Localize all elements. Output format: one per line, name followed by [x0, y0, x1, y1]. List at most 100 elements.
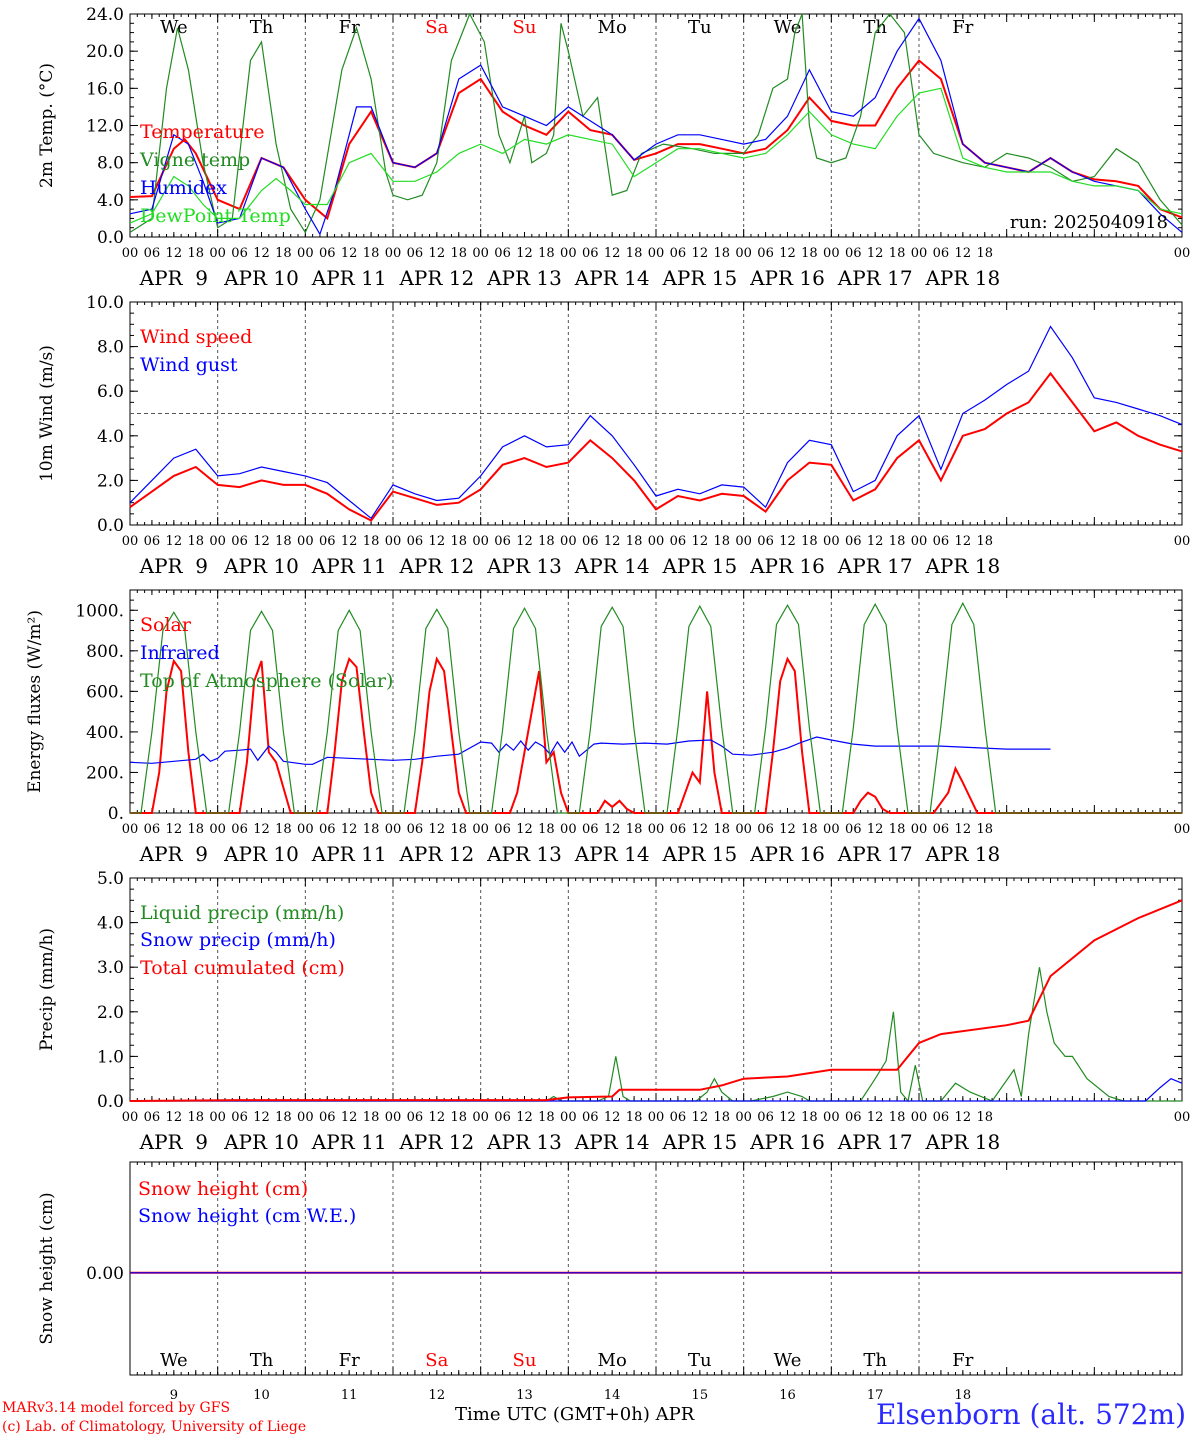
- hour-tick-label: 00: [911, 534, 928, 549]
- hour-tick-label: 06: [231, 1110, 248, 1125]
- hour-tick-label: 00: [209, 246, 226, 261]
- hour-tick-label: 00: [1174, 1110, 1191, 1125]
- hour-tick-label: 12: [516, 246, 533, 261]
- y-tick-label: 8.0: [97, 338, 124, 358]
- hour-tick-label: 18: [363, 534, 380, 549]
- hour-tick-label: 06: [670, 246, 687, 261]
- series-line-infrared: [129, 736, 1051, 765]
- hour-tick-label: 12: [516, 1110, 533, 1125]
- y-tick-label: 2.0: [97, 1003, 124, 1023]
- hour-tick-label: 00: [1174, 246, 1191, 261]
- date-label: APR 14: [574, 842, 650, 866]
- hour-tick-label: 00: [560, 1110, 577, 1125]
- date-label: APR 16: [749, 266, 825, 290]
- y-tick-label: 6.0: [97, 382, 124, 402]
- hour-tick-label: 00: [297, 1110, 314, 1125]
- hour-tick-label: 12: [867, 1110, 884, 1125]
- hour-tick-label: 18: [713, 246, 730, 261]
- date-label: APR 16: [749, 842, 825, 866]
- weekday-label: We: [160, 1350, 188, 1371]
- hour-tick-label: 00: [823, 246, 840, 261]
- hour-tick-label: 18: [889, 822, 906, 837]
- plot-frame-0: [129, 13, 1183, 238]
- hour-tick-label: 00: [648, 534, 665, 549]
- hour-tick-label: 18: [713, 534, 730, 549]
- station-name: Elsenborn (alt. 572m): [875, 1398, 1186, 1431]
- hour-tick-label: 00: [560, 822, 577, 837]
- y-tick-label: 0.: [108, 804, 124, 824]
- hour-tick-label: 06: [757, 534, 774, 549]
- y-axis-title: Snow height (cm): [37, 1192, 57, 1344]
- hour-tick-label: 00: [560, 246, 577, 261]
- hour-tick-label: 18: [889, 246, 906, 261]
- hour-tick-label: 12: [516, 534, 533, 549]
- hour-tick-label: 12: [516, 822, 533, 837]
- hour-tick-label: 06: [407, 534, 424, 549]
- hour-tick-label: 12: [253, 534, 270, 549]
- hour-tick-label: 18: [363, 822, 380, 837]
- hour-tick-label: 06: [845, 822, 862, 837]
- hour-tick-label: 06: [757, 246, 774, 261]
- y-axis-title: 10m Wind (m/s): [37, 345, 57, 482]
- date-label: APR 10: [223, 266, 299, 290]
- hour-tick-label: 06: [757, 822, 774, 837]
- series-line-snow-precip-mm-h: [130, 1078, 1183, 1102]
- hour-tick-label: 18: [187, 1110, 204, 1125]
- y-tick-label: 200.: [86, 763, 124, 783]
- day-number-label: 16: [779, 1388, 796, 1403]
- plot-frame-2: [129, 589, 1183, 814]
- hour-tick-label: 06: [144, 534, 161, 549]
- date-label: APR 11: [311, 1130, 387, 1154]
- hour-tick-label: 18: [275, 1110, 292, 1125]
- day-number-label: 18: [955, 1388, 972, 1403]
- hour-tick-label: 12: [692, 534, 709, 549]
- hour-tick-label: 00: [209, 1110, 226, 1125]
- y-axis-title: Energy fluxes (W/m²): [25, 610, 45, 793]
- weekday-label: Tu: [688, 1350, 712, 1371]
- weekday-label: Fr: [339, 1350, 360, 1371]
- hour-tick-label: 06: [670, 534, 687, 549]
- hour-tick-label: 12: [253, 1110, 270, 1125]
- hour-tick-label: 12: [779, 246, 796, 261]
- hour-tick-label: 06: [582, 534, 599, 549]
- hour-tick-label: 00: [122, 246, 139, 261]
- y-tick-label: 8.0: [97, 154, 124, 174]
- legend-entry: Vigne temp: [139, 149, 250, 171]
- hour-tick-label: 00: [823, 822, 840, 837]
- hour-tick-label: 18: [713, 1110, 730, 1125]
- y-tick-label: 600.: [86, 682, 124, 702]
- weekday-label: Sa: [425, 1350, 448, 1371]
- hour-tick-label: 18: [187, 534, 204, 549]
- hour-tick-label: 12: [955, 534, 972, 549]
- hour-tick-label: 06: [407, 1110, 424, 1125]
- hour-tick-label: 00: [385, 534, 402, 549]
- hour-tick-label: 18: [976, 246, 993, 261]
- date-label: APR 17: [837, 554, 913, 578]
- day-number-label: 10: [253, 1388, 270, 1403]
- series-line-top-of-atmosphere-solar: [130, 601, 1182, 814]
- hour-tick-label: 18: [976, 534, 993, 549]
- hour-tick-label: 12: [779, 534, 796, 549]
- y-tick-label: 1.0: [97, 1047, 124, 1067]
- hour-tick-label: 06: [845, 1110, 862, 1125]
- run-annotation: run: 2025040918: [1010, 212, 1168, 233]
- hour-tick-label: 12: [779, 1110, 796, 1125]
- weekday-label: Th: [250, 17, 274, 38]
- hour-tick-label: 18: [626, 1110, 643, 1125]
- weekday-label: Fr: [952, 1350, 973, 1371]
- hour-tick-label: 06: [144, 1110, 161, 1125]
- hour-tick-label: 00: [297, 534, 314, 549]
- hour-tick-label: 18: [538, 1110, 555, 1125]
- hour-tick-label: 12: [166, 246, 183, 261]
- hour-tick-label: 06: [319, 1110, 336, 1125]
- legend-entry: DewPoint Temp: [140, 205, 291, 227]
- legend-entry: Top of Atmosphere (Solar): [140, 670, 393, 692]
- hour-tick-label: 00: [1174, 534, 1191, 549]
- date-label: APR 13: [486, 266, 562, 290]
- hour-tick-label: 00: [297, 822, 314, 837]
- hour-tick-label: 00: [385, 822, 402, 837]
- hour-tick-label: 18: [889, 534, 906, 549]
- hour-tick-label: 06: [231, 246, 248, 261]
- date-label: APR 17: [837, 266, 913, 290]
- hour-tick-label: 06: [933, 822, 950, 837]
